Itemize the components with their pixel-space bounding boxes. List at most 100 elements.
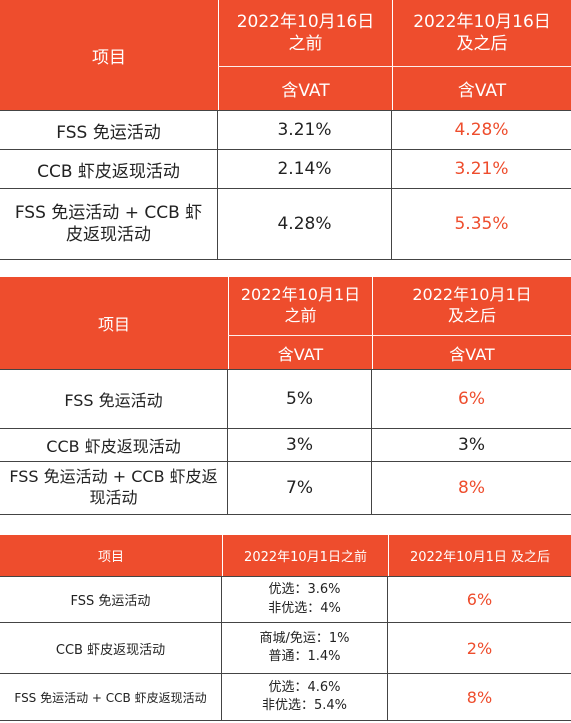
row-after: 6% bbox=[388, 577, 571, 622]
row-before-value: 3.21% bbox=[277, 120, 332, 140]
row-item: CCB 虾皮返现活动 bbox=[0, 623, 222, 673]
table-header: 项目 2022年10月1日 之前 2022年10月1日 及之后 含VAT 含VA… bbox=[0, 277, 571, 369]
row-item-label-line1: FSS 免运活动 + CCB 虾皮返 bbox=[9, 467, 218, 487]
row-item: FSS 免运活动 bbox=[0, 111, 218, 149]
row-before-line1: 商城/免运：1% bbox=[259, 630, 350, 646]
row-after-value: 8% bbox=[458, 478, 485, 498]
table-row: FSS 免运活动 5% 6% bbox=[0, 370, 571, 428]
row-item: FSS 免运活动 + CCB 虾 皮返现活动 bbox=[0, 189, 218, 259]
row-after: 3.21% bbox=[392, 150, 571, 188]
row-divider bbox=[0, 428, 571, 429]
fee-table-oct16: 项目 2022年10月16日 之前 2022年10月16日 及之后 含VAT 含… bbox=[0, 0, 571, 260]
row-item: FSS 免运活动 bbox=[0, 577, 222, 622]
table-row: FSS 免运活动 3.21% 4.28% bbox=[0, 111, 571, 149]
row-after-value: 3% bbox=[458, 435, 485, 455]
fee-table-oct1: 项目 2022年10月1日 之前 2022年10月1日 及之后 含VAT 含VA… bbox=[0, 277, 571, 515]
row-after-value: 6% bbox=[458, 389, 485, 409]
header-sub-before-label: 含VAT bbox=[281, 81, 330, 101]
row-after: 4.28% bbox=[392, 111, 571, 149]
row-item-label: FSS 免运活动 bbox=[64, 391, 163, 410]
row-divider bbox=[0, 461, 571, 462]
header-item-label: 项目 bbox=[97, 315, 130, 334]
row-item-label: CCB 虾皮返现活动 bbox=[37, 161, 180, 182]
fee-table-oct1-preferred: 项目 2022年10月1日之前 2022年10月1日 及之后 FSS 免运活动 … bbox=[0, 535, 571, 721]
header-before: 2022年10月1日之前 bbox=[222, 535, 388, 576]
row-before-value: 5% bbox=[286, 389, 313, 409]
table-row: FSS 免运活动 + CCB 虾皮返 现活动 7% 8% bbox=[0, 462, 571, 514]
row-item-label: CCB 虾皮返现活动 bbox=[55, 642, 166, 658]
header-after: 2022年10月1日 及之后 bbox=[372, 277, 571, 335]
header-before-line1: 2022年10月16日 bbox=[236, 11, 375, 32]
header-sub-after: 含VAT bbox=[392, 67, 571, 110]
table-row: CCB 虾皮返现活动 2.14% 3.21% bbox=[0, 150, 571, 188]
row-item-label-line2: 现活动 bbox=[89, 488, 138, 507]
row-before: 优选：4.6% 非优选：5.4% bbox=[222, 674, 388, 720]
row-item: FSS 免运活动 + CCB 虾皮返现活动 bbox=[0, 674, 222, 720]
row-after: 2% bbox=[388, 623, 571, 673]
row-before-line2: 非优选：4% bbox=[268, 600, 341, 616]
table-row: FSS 免运活动 优选：3.6% 非优选：4% 6% bbox=[0, 577, 571, 622]
row-before-value: 3% bbox=[286, 435, 313, 455]
table-row: CCB 虾皮返现活动 3% 3% bbox=[0, 429, 571, 461]
row-divider bbox=[0, 149, 571, 150]
row-item: FSS 免运活动 + CCB 虾皮返 现活动 bbox=[0, 462, 228, 514]
row-after-value: 5.35% bbox=[454, 214, 509, 234]
row-after-value: 4.28% bbox=[454, 120, 509, 140]
table-header: 项目 2022年10月1日之前 2022年10月1日 及之后 bbox=[0, 535, 571, 576]
row-divider bbox=[0, 188, 571, 189]
header-sub-before: 含VAT bbox=[228, 336, 372, 369]
row-before: 3.21% bbox=[218, 111, 392, 149]
header-sub-after: 含VAT bbox=[372, 336, 571, 369]
header-before: 2022年10月1日 之前 bbox=[228, 277, 372, 335]
row-after-value: 6% bbox=[466, 590, 493, 609]
row-item: CCB 虾皮返现活动 bbox=[0, 429, 228, 461]
row-before: 商城/免运：1% 普通：1.4% bbox=[222, 623, 388, 673]
row-item-label: FSS 免运活动 + CCB 虾皮返现活动 bbox=[14, 690, 207, 705]
row-item: CCB 虾皮返现活动 bbox=[0, 150, 218, 188]
row-before-line2: 非优选：5.4% bbox=[261, 698, 348, 713]
header-after-line2: 及之后 bbox=[456, 34, 508, 54]
header-item: 项目 bbox=[0, 535, 222, 576]
header-sub-after-label: 含VAT bbox=[457, 81, 507, 101]
row-before: 4.28% bbox=[218, 189, 392, 259]
row-before-line2: 普通：1.4% bbox=[268, 649, 341, 664]
row-before-line1: 优选：4.6% bbox=[268, 679, 341, 695]
header-before: 2022年10月16日 之前 bbox=[218, 0, 392, 66]
header-before-label: 2022年10月1日之前 bbox=[244, 550, 367, 565]
header-divider bbox=[218, 66, 571, 67]
row-after: 8% bbox=[372, 462, 571, 514]
row-after-value: 3.21% bbox=[454, 159, 509, 179]
row-item-label: FSS 免运活动 bbox=[70, 594, 151, 609]
header-after-line2: 及之后 bbox=[447, 306, 496, 325]
header-item-label: 项目 bbox=[97, 550, 124, 565]
table-body: FSS 免运活动 5% 6% CCB 虾皮返现活动 3% 3% FSS 免运活动… bbox=[0, 369, 571, 515]
header-before-line1: 2022年10月1日 bbox=[240, 285, 361, 305]
row-before-line1: 优选：3.6% bbox=[268, 582, 341, 598]
row-after: 8% bbox=[388, 674, 571, 720]
table-body: FSS 免运活动 3.21% 4.28% CCB 虾皮返现活动 2.14% 3.… bbox=[0, 110, 571, 260]
row-item-label-line1: FSS 免运活动 + CCB 虾 bbox=[14, 202, 203, 223]
row-before: 优选：3.6% 非优选：4% bbox=[222, 577, 388, 622]
table-row: CCB 虾皮返现活动 商城/免运：1% 普通：1.4% 2% bbox=[0, 623, 571, 673]
header-item: 项目 bbox=[0, 277, 228, 369]
table-row: FSS 免运活动 + CCB 虾皮返现活动 优选：4.6% 非优选：5.4% 8… bbox=[0, 674, 571, 720]
header-sub-before-label: 含VAT bbox=[277, 344, 324, 364]
header-before-line2: 之前 bbox=[284, 306, 317, 325]
row-item-label: CCB 虾皮返现活动 bbox=[46, 437, 181, 456]
header-after-label: 2022年10月1日 及之后 bbox=[409, 550, 551, 565]
row-before-value: 7% bbox=[286, 478, 313, 498]
header-after-line1: 2022年10月16日 bbox=[413, 11, 551, 32]
header-after: 2022年10月16日 及之后 bbox=[392, 0, 571, 66]
header-sub-before: 含VAT bbox=[218, 67, 392, 110]
header-item-label: 项目 bbox=[92, 47, 126, 68]
table-body: FSS 免运活动 优选：3.6% 非优选：4% 6% CCB 虾皮返现活动 商城… bbox=[0, 576, 571, 721]
header-divider bbox=[228, 335, 571, 336]
row-item: FSS 免运活动 bbox=[0, 370, 228, 428]
row-after-value: 2% bbox=[466, 638, 493, 658]
header-item: 项目 bbox=[0, 0, 218, 110]
row-after-value: 8% bbox=[466, 687, 493, 707]
table-header: 项目 2022年10月16日 之前 2022年10月16日 及之后 含VAT 含… bbox=[0, 0, 571, 110]
row-before: 7% bbox=[228, 462, 372, 514]
header-after-line1: 2022年10月1日 bbox=[412, 285, 532, 305]
row-divider bbox=[0, 622, 571, 623]
